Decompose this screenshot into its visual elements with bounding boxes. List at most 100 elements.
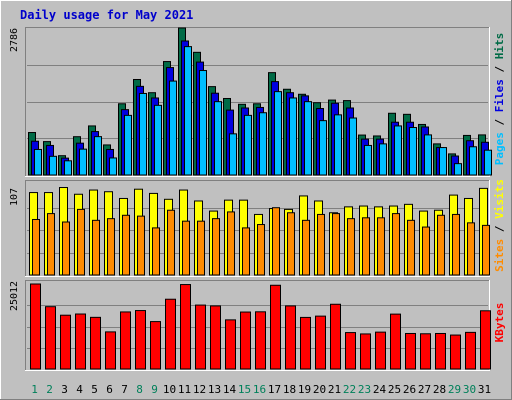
bar-kbytes-4 (75, 313, 86, 370)
bar-sites-29 (452, 213, 460, 276)
bar-pages-1 (34, 148, 42, 176)
bar-pages-22 (349, 117, 357, 176)
legend-1: Pages / Files / Hits (493, 33, 506, 166)
bar-pages-27 (424, 134, 432, 176)
legend-item-pages: Pages (493, 132, 506, 165)
x-tick-label: 24 (373, 383, 387, 396)
bar-pages-10 (169, 80, 177, 176)
bar-pages-17 (274, 91, 282, 176)
bar-kbytes-30 (465, 331, 476, 370)
legend-2: Sites / Visits (493, 179, 506, 272)
bar-kbytes-26 (405, 332, 416, 370)
bar-sites-4 (77, 208, 85, 276)
bar-kbytes-7 (120, 311, 131, 370)
bar-pages-25 (394, 125, 402, 176)
bar-pages-18 (289, 97, 297, 176)
bar-sites-22 (347, 218, 355, 276)
bar-kbytes-22 (345, 332, 356, 370)
x-tick-label: 29 (448, 383, 461, 396)
bar-kbytes-11 (180, 284, 191, 370)
x-tick-label: 20 (313, 383, 326, 396)
x-tick-label: 2 (46, 383, 53, 396)
bar-sites-17 (272, 207, 280, 276)
bar-pages-26 (409, 127, 417, 176)
legend-item-hits: Hits (493, 33, 506, 60)
bar-kbytes-5 (90, 316, 101, 370)
bar-pages-8 (139, 92, 147, 176)
bar-kbytes-24 (375, 331, 386, 370)
x-tick-label: 7 (121, 383, 128, 396)
bar-pages-2 (49, 155, 57, 176)
bar-kbytes-21 (330, 303, 341, 370)
legend-item-sites: Sites (493, 239, 506, 272)
x-tick-label: 26 (403, 383, 416, 396)
chart-title: Daily usage for May 2021 (20, 8, 193, 22)
bar-kbytes-15 (240, 311, 251, 370)
x-tick-label: 6 (106, 383, 113, 396)
x-tick-label: 11 (178, 383, 191, 396)
bar-sites-2 (47, 213, 55, 276)
bar-sites-15 (242, 227, 250, 276)
bar-pages-3 (64, 160, 72, 176)
x-tick-label: 27 (418, 383, 431, 396)
bar-pages-11 (184, 46, 192, 176)
bar-pages-6 (109, 157, 117, 176)
bar-sites-30 (467, 222, 475, 276)
bar-kbytes-18 (285, 305, 296, 370)
legend-item-files: Files (493, 79, 506, 112)
x-tick-label: 8 (136, 383, 143, 396)
bar-kbytes-17 (270, 284, 281, 370)
bar-sites-8 (137, 215, 145, 276)
x-tick-label: 10 (163, 383, 176, 396)
bar-kbytes-19 (300, 316, 311, 370)
bar-sites-13 (212, 218, 220, 276)
bar-sites-14 (227, 211, 235, 276)
x-tick-label: 18 (283, 383, 296, 396)
legend-item-kbytes: KBytes (493, 303, 506, 343)
x-tick-label: 15 (238, 383, 251, 396)
bar-kbytes-8 (135, 310, 146, 370)
bar-pages-13 (214, 101, 222, 176)
bar-kbytes-14 (225, 319, 236, 370)
legend-3: KBytes (493, 303, 506, 343)
x-tick-label: 5 (91, 383, 98, 396)
bar-kbytes-1 (30, 283, 41, 370)
bar-pages-14 (229, 133, 237, 176)
bar-pages-15 (244, 114, 252, 176)
bar-sites-3 (62, 221, 70, 276)
bar-pages-9 (154, 104, 162, 176)
bar-kbytes-23 (360, 333, 371, 370)
x-tick-label: 23 (358, 383, 371, 396)
x-tick-label: 21 (328, 383, 341, 396)
bar-sites-11 (182, 220, 190, 276)
x-tick-label: 13 (208, 383, 221, 396)
bar-sites-16 (257, 224, 265, 276)
bar-sites-24 (377, 217, 385, 276)
y-max-label: 107 (9, 188, 20, 206)
bar-kbytes-13 (210, 305, 221, 370)
bar-pages-7 (124, 114, 132, 176)
x-tick-label: 19 (298, 383, 311, 396)
x-tick-label: 30 (463, 383, 476, 396)
bar-pages-28 (439, 147, 447, 176)
bar-kbytes-25 (390, 313, 401, 370)
bar-sites-1 (32, 218, 40, 276)
bar-pages-16 (259, 112, 267, 176)
x-tick-label: 14 (223, 383, 237, 396)
bar-sites-18 (287, 212, 295, 276)
bar-pages-12 (199, 70, 207, 176)
bar-kbytes-10 (165, 298, 176, 370)
bar-sites-9 (152, 227, 160, 276)
y-max-label: 2786 (9, 28, 20, 52)
bar-pages-5 (94, 136, 102, 176)
bar-pages-29 (454, 163, 462, 176)
bar-sites-12 (197, 220, 205, 276)
bar-kbytes-20 (315, 315, 326, 370)
x-tick-label: 31 (478, 383, 491, 396)
bar-sites-25 (392, 213, 400, 276)
bar-pages-31 (484, 149, 492, 176)
bar-sites-27 (422, 226, 430, 276)
bar-sites-23 (362, 217, 370, 276)
bar-kbytes-12 (195, 304, 206, 370)
